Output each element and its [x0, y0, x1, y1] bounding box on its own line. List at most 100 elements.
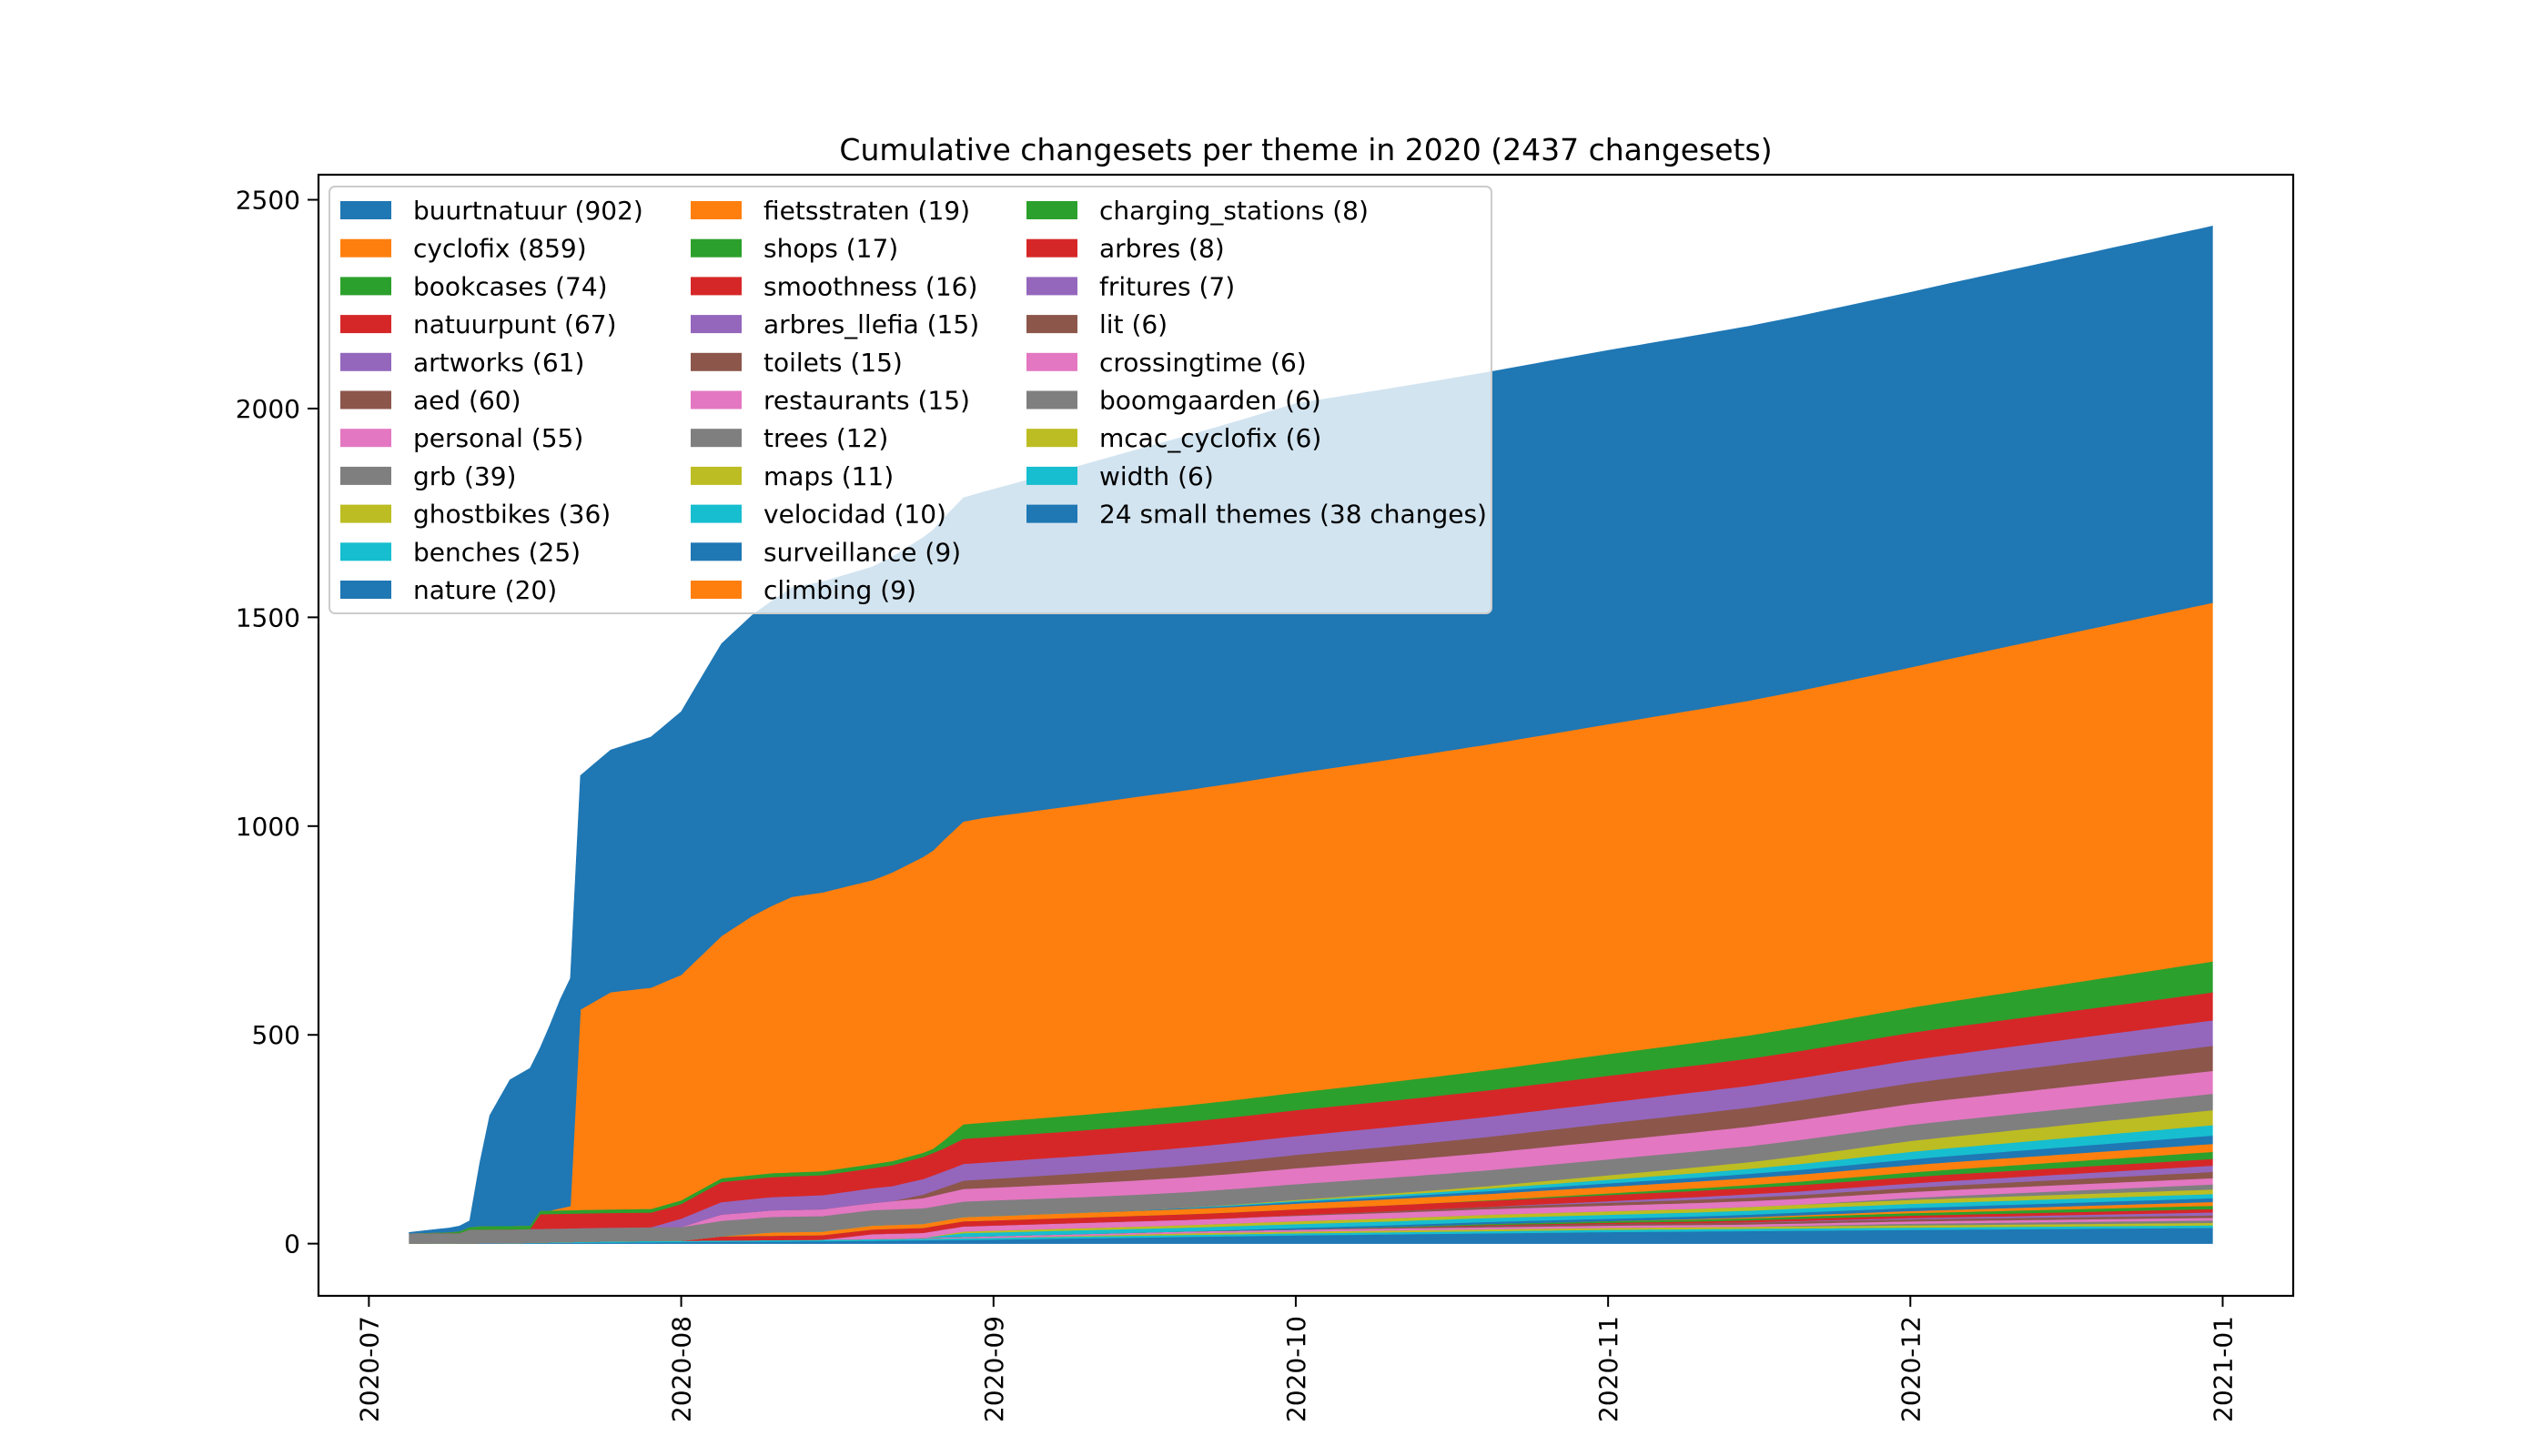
legend-swatch — [691, 504, 742, 523]
plot-frame — [317, 173, 2295, 1298]
legend-label: shops (17) — [763, 234, 898, 264]
legend-swatch — [340, 429, 391, 448]
chart-title: Cumulative changesets per theme in 2020 … — [839, 132, 1772, 167]
legend-label: 24 small themes (38 changes) — [1099, 500, 1487, 530]
legend-swatch — [691, 390, 742, 410]
legend-swatch — [340, 315, 391, 334]
legend-item: cyclofix (859) — [340, 234, 587, 264]
legend-swatch — [340, 238, 391, 258]
legend: buurtnatuur (902) cyclofix (859) bookcases… — [329, 186, 1492, 614]
legend-label: ghostbikes (36) — [413, 500, 611, 530]
legend-swatch — [1026, 238, 1077, 258]
legend-label: fritures (7) — [1099, 271, 1235, 301]
legend-swatch — [1026, 315, 1077, 334]
legend-item: smoothness (16) — [691, 271, 977, 301]
legend-swatch — [340, 277, 391, 296]
legend-item: crossingtime (6) — [1026, 348, 1307, 378]
legend-swatch — [340, 390, 391, 410]
legend-item: grb (39) — [340, 461, 516, 491]
legend-label: lit (6) — [1099, 309, 1168, 339]
x-tick-label: 2020-11 — [1593, 1316, 1623, 1422]
legend-item: aed (60) — [340, 386, 521, 416]
legend-label: benches (25) — [413, 537, 581, 567]
legend-label: arbres_llefia (15) — [763, 309, 979, 339]
legend-item: natuurpunt (67) — [340, 309, 617, 339]
legend-swatch — [691, 238, 742, 258]
x-tick-label: 2020-09 — [979, 1316, 1009, 1422]
legend-label: charging_stations (8) — [1099, 196, 1369, 226]
legend-label: boomgaarden (6) — [1099, 386, 1321, 416]
legend-label: mcac_cyclofix (6) — [1099, 423, 1321, 453]
legend-label: artworks (61) — [413, 348, 584, 378]
legend-swatch — [1026, 429, 1077, 448]
x-tick-label: 2020-07 — [354, 1316, 384, 1422]
legend-swatch — [691, 352, 742, 371]
legend-swatch — [340, 352, 391, 371]
x-axis: 2020-07 2020-08 2020-09 2020-10 2020-11 2020-… — [354, 1296, 2239, 1422]
legend-item: charging_stations (8) — [1026, 196, 1369, 226]
legend-label: fietsstraten (19) — [763, 196, 970, 226]
y-tick-label: 500 — [252, 1020, 300, 1050]
y-axis: 0 500 1000 1500 2000 2500 — [236, 186, 318, 1259]
legend-item: restaurants (15) — [691, 386, 970, 416]
legend-label: grb (39) — [413, 461, 516, 491]
legend-item: lit (6) — [1026, 309, 1168, 339]
legend-swatch — [691, 315, 742, 334]
legend-label: velocidad (10) — [763, 500, 946, 530]
legend-item: fritures (7) — [1026, 271, 1235, 301]
legend-label: personal (55) — [413, 423, 583, 453]
legend-item: arbres_llefia (15) — [691, 309, 979, 339]
legend-item: trees (12) — [691, 423, 888, 453]
y-tick-label: 1000 — [236, 812, 300, 842]
legend-item: arbres (8) — [1026, 234, 1225, 264]
legend-swatch — [340, 201, 391, 219]
legend-item: shops (17) — [691, 234, 898, 264]
y-tick-label: 0 — [284, 1229, 300, 1259]
x-tick-label: 2020-08 — [667, 1316, 697, 1422]
legend-item: 24 small themes (38 changes) — [1026, 500, 1487, 530]
y-tick-label: 2500 — [236, 186, 300, 216]
legend-swatch — [691, 201, 742, 219]
legend-item: width (6) — [1026, 461, 1214, 491]
legend-label: buurtnatuur (902) — [413, 196, 643, 226]
legend-swatch — [691, 466, 742, 485]
legend-label: crossingtime (6) — [1099, 348, 1307, 378]
legend-swatch — [691, 581, 742, 599]
legend-label: smoothness (16) — [763, 271, 977, 301]
y-tick-label: 2000 — [236, 394, 300, 424]
legend-item: personal (55) — [340, 423, 583, 453]
legend-label: restaurants (15) — [763, 386, 970, 416]
legend-item: surveillance (9) — [691, 537, 961, 567]
legend-item: buurtnatuur (902) — [340, 196, 643, 226]
x-tick-label: 2020-10 — [1281, 1316, 1311, 1422]
legend-swatch — [340, 504, 391, 523]
legend-box — [329, 186, 1492, 614]
legend-swatch — [1026, 277, 1077, 296]
legend-label: toilets (15) — [763, 348, 903, 378]
legend-label: maps (11) — [763, 461, 894, 491]
legend-item: benches (25) — [340, 537, 581, 567]
legend-item: maps (11) — [691, 461, 894, 491]
legend-swatch — [340, 581, 391, 599]
legend-swatch — [1026, 466, 1077, 485]
legend-item: toilets (15) — [691, 348, 903, 378]
x-tick-label: 2021-01 — [2209, 1316, 2239, 1422]
legend-label: trees (12) — [763, 423, 888, 453]
legend-item: bookcases (74) — [340, 271, 608, 301]
legend-label: surveillance (9) — [763, 537, 961, 567]
legend-label: cyclofix (859) — [413, 234, 587, 264]
legend-item: nature (20) — [340, 575, 557, 605]
legend-item: fietsstraten (19) — [691, 196, 970, 226]
legend-item: artworks (61) — [340, 348, 584, 378]
legend-swatch — [691, 277, 742, 296]
legend-swatch — [340, 542, 391, 561]
legend-label: aed (60) — [413, 386, 521, 416]
area-layers — [409, 226, 2213, 1244]
legend-item: boomgaarden (6) — [1026, 386, 1321, 416]
legend-item: velocidad (10) — [691, 500, 946, 530]
legend-swatch — [1026, 201, 1077, 219]
legend-label: nature (20) — [413, 575, 557, 605]
x-tick-label: 2020-12 — [1896, 1316, 1926, 1422]
legend-item: ghostbikes (36) — [340, 500, 611, 530]
